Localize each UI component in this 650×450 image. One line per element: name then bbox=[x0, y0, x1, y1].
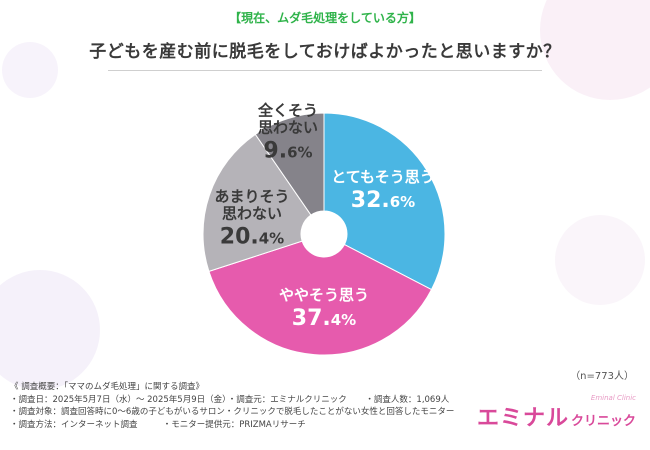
slice-category-label: 思わない bbox=[222, 205, 282, 223]
slice-percent-label: 20.4% bbox=[220, 225, 284, 250]
survey-target: ・調査対象：調査回答時に0〜6歳の子どもがいるサロン・クリニックで脱毛したことが… bbox=[10, 407, 455, 417]
survey-row: ・調査方法：インターネット調査 ・モニター提供元：PRIZMAリサーチ bbox=[10, 419, 480, 432]
pie-slice bbox=[323, 112, 446, 291]
survey-row: ・調査日：2025年5月7日（水）～ 2025年5月9日（金） ・調査元：エミナ… bbox=[10, 394, 480, 407]
survey-heading: 《 調査概要：「ママのムダ毛処理」に関する調査》 bbox=[10, 382, 204, 392]
pie-slice bbox=[208, 240, 433, 356]
pie-slice bbox=[254, 112, 325, 216]
slice-category-label: 全くそう bbox=[257, 102, 318, 120]
slice-label: ややそう思う 37.4% bbox=[279, 286, 369, 331]
pie-slice bbox=[202, 133, 312, 273]
slice-percent-label: 37.4% bbox=[292, 306, 356, 331]
sample-size-label: （n=773人） bbox=[570, 371, 634, 382]
survey-provider: ・モニター提供元：PRIZMAリサーチ bbox=[162, 419, 306, 430]
slice-percent-label: 32.6% bbox=[351, 188, 415, 213]
slice-label: とてもそう思う 32.6% bbox=[331, 168, 435, 213]
slice-category-label: 思わない bbox=[258, 119, 318, 137]
title-divider bbox=[108, 70, 542, 71]
survey-overview: 《 調査概要：「ママのムダ毛処理」に関する調査》 ・調査日：2025年5月7日（… bbox=[10, 381, 480, 431]
survey-date: ・調査日：2025年5月7日（水）～ 2025年5月9日（金） bbox=[10, 394, 231, 405]
logo-main-text: エミナル bbox=[476, 406, 569, 431]
slice-category-label: あまりそう bbox=[214, 188, 289, 206]
survey-method: ・調査方法：インターネット調査 bbox=[10, 419, 138, 430]
chart-title: 子どもを産む前に脱毛をしておけばよかったと思いますか？ bbox=[89, 42, 561, 62]
slice-category-label: ややそう思う bbox=[279, 286, 369, 304]
logo-tagline: Eminal Clinic bbox=[590, 394, 636, 402]
survey-row: ・調査対象：調査回答時に0〜6歳の子どもがいるサロン・クリニックで脱毛したことが… bbox=[10, 406, 480, 419]
brand-logo: Eminal Clinic エミナル クリニック bbox=[476, 394, 636, 432]
logo-sub-text: クリニック bbox=[570, 414, 636, 429]
chart-subtitle: 【現在、ムダ毛処理をしている方】 bbox=[229, 11, 421, 25]
slice-percent-label: 9.6% bbox=[263, 139, 312, 164]
slice-category-label: とてもそう思う bbox=[331, 168, 435, 186]
survey-source: ・調査元：エミナルクリニック bbox=[227, 394, 347, 405]
survey-count: ・調査人数：1,069人 bbox=[365, 394, 450, 405]
